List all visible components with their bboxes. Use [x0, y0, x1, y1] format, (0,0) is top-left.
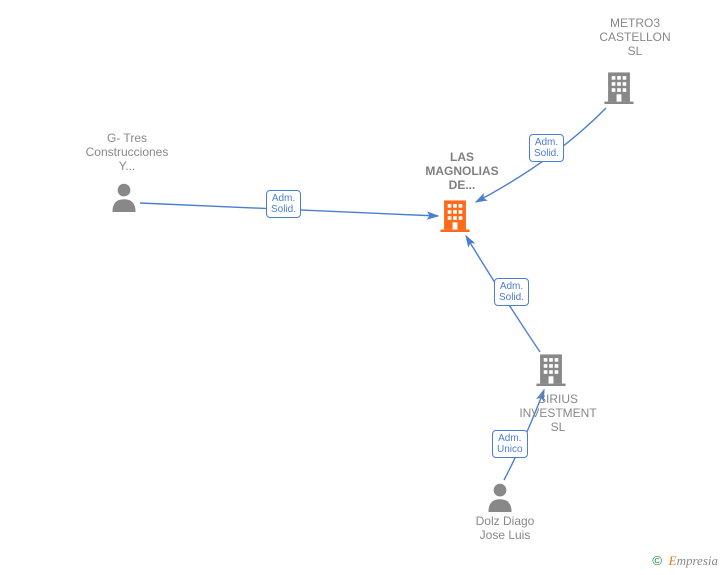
building-icon[interactable]	[604, 70, 634, 104]
person-icon[interactable]	[486, 482, 514, 512]
person-icon[interactable]	[110, 182, 138, 212]
brand-rest: mpresia	[677, 553, 718, 568]
edge-label-metro3: Adm. Solid.	[529, 134, 564, 162]
edge-label-sirius: Adm. Solid.	[494, 278, 529, 306]
watermark: © Empresia	[652, 553, 718, 569]
edge-label-dolz: Adm. Unico	[492, 430, 528, 458]
node-label-dolz: Dolz Diago Jose Luis	[460, 514, 550, 542]
node-label-center: LAS MAGNOLIAS DE...	[412, 150, 512, 192]
node-label-metro3: METRO3 CASTELLON SL	[585, 16, 685, 58]
building-icon[interactable]	[440, 198, 470, 232]
diagram-canvas: Adm. Solid. Adm. Solid. Adm. Solid. Adm.…	[0, 0, 728, 575]
node-label-sirius: SIRIUS INVESTMENT SL	[508, 392, 608, 434]
node-label-gtres: G- Tres Construcciones Y...	[72, 131, 182, 173]
building-icon[interactable]	[536, 352, 566, 386]
edge-label-gtres: Adm. Solid.	[266, 190, 301, 218]
copyright-symbol: ©	[652, 553, 662, 568]
brand-first-letter: E	[669, 553, 677, 568]
